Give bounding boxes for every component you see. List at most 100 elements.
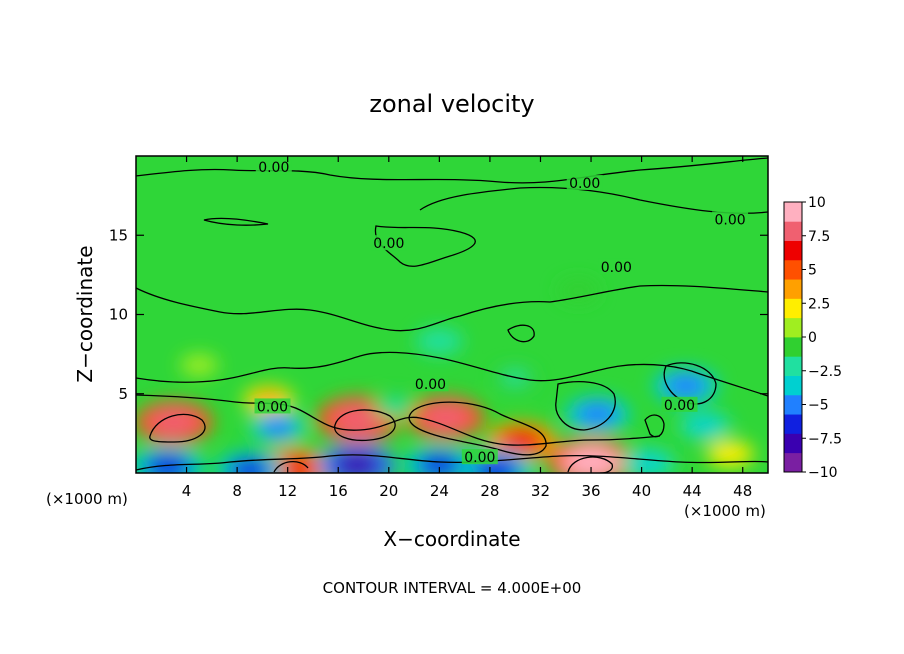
colorbar-swatch <box>784 337 802 357</box>
velocity-anomaly <box>562 446 620 473</box>
velocity-anomaly <box>714 445 746 463</box>
contour-label-bg <box>254 398 291 414</box>
contour-line <box>273 461 309 473</box>
colorbar-label: 5 <box>808 263 817 279</box>
contour-label: 0.00 <box>569 176 600 192</box>
velocity-anomaly <box>423 332 455 351</box>
contour-line <box>334 409 396 442</box>
colorbar-label: 0 <box>808 330 817 346</box>
contour-label: 0.00 <box>257 399 288 415</box>
x-tick-label: 40 <box>632 482 651 500</box>
velocity-anomaly <box>143 453 192 473</box>
contour-label-bg <box>598 258 635 274</box>
x-tick-label: 16 <box>329 482 348 500</box>
velocity-anomaly <box>332 451 383 473</box>
contour-label: 0.00 <box>415 377 446 393</box>
contour-line <box>136 454 768 471</box>
contour-line <box>203 217 269 226</box>
colorbar-label: −2.5 <box>808 364 842 380</box>
contour-label-bg <box>461 449 498 465</box>
velocity-anomaly <box>664 374 708 398</box>
colorbar-swatch <box>784 240 802 261</box>
contour-label-bg <box>712 211 749 227</box>
contour-line <box>149 413 206 443</box>
colorbar: 10 7.5 5 2.5 0 −2.5 −5 −7.5 −10 <box>783 195 842 481</box>
contour-label-bg <box>370 235 407 251</box>
contour-line <box>136 157 768 184</box>
velocity-anomaly <box>331 404 386 435</box>
x-unit-right: (×1000 m) <box>684 502 766 520</box>
colorbar-swatch <box>784 394 802 415</box>
contour-label-bg <box>412 376 449 392</box>
contour-line <box>644 414 665 438</box>
x-tick-label: 36 <box>581 482 600 500</box>
x-tick-label: 24 <box>430 482 449 500</box>
velocity-anomaly <box>498 428 545 455</box>
y-tick-label: 10 <box>109 306 128 324</box>
colorbar-swatch <box>784 414 802 434</box>
contour-line <box>567 456 614 473</box>
x-tick-label: 20 <box>379 482 398 500</box>
contour-label: 0.00 <box>373 236 404 252</box>
plot-area: 0.00 0.00 0.00 0.00 0.00 0.00 0.00 0.00 0.00 <box>136 156 768 473</box>
colorbar-swatch <box>784 452 802 473</box>
colorbar-swatch <box>784 375 802 396</box>
colorbar-swatch <box>784 356 802 376</box>
contour-line <box>555 381 616 431</box>
colorbar-swatch <box>784 317 802 338</box>
y-axis: 5 10 15 <box>109 226 768 403</box>
contour-label: 0.00 <box>714 212 745 228</box>
velocity-anomaly <box>565 283 592 298</box>
x-tick-label: 48 <box>733 482 752 500</box>
contour-label-layer: 0.00 0.00 0.00 0.00 0.00 0.00 0.00 0.00 0.00 <box>254 159 749 466</box>
velocity-anomaly <box>258 416 297 438</box>
colorbar-label: −5 <box>808 398 829 414</box>
contour-label: 0.00 <box>601 260 632 276</box>
colorbar-swatch <box>784 298 802 319</box>
colorbar-swatch <box>784 202 802 222</box>
contour-label: 0.00 <box>258 160 289 176</box>
velocity-anomaly <box>576 402 619 427</box>
chart-title: zonal velocity <box>369 90 534 118</box>
contour-label: 0.00 <box>664 398 695 414</box>
x-tick-label: 12 <box>278 482 297 500</box>
x-tick-label: 4 <box>182 482 192 500</box>
x-unit-left: (×1000 m) <box>46 490 128 508</box>
colorbar-label: 7.5 <box>808 229 830 245</box>
velocity-anomaly <box>687 415 723 436</box>
velocity-anomaly <box>416 452 463 473</box>
y-tick-label: 15 <box>109 226 128 244</box>
contour-label-bg <box>566 174 603 190</box>
velocity-anomaly <box>148 408 200 437</box>
colorbar-swatch <box>784 259 802 280</box>
contour-line <box>136 394 661 446</box>
contour-line <box>374 225 476 267</box>
contour-line <box>507 324 535 343</box>
x-tick-label: 28 <box>480 482 499 500</box>
contour-label: 0.00 <box>464 450 495 466</box>
contour-line <box>136 351 768 397</box>
y-axis-label: Z−coordinate <box>73 245 97 382</box>
contour-line <box>136 284 768 332</box>
contour-line <box>408 401 547 456</box>
zero-contours <box>136 157 768 473</box>
velocity-anomaly <box>380 398 410 415</box>
x-tick-label: 44 <box>683 482 702 500</box>
colorbar-label: 10 <box>808 195 826 211</box>
contour-line <box>419 186 768 214</box>
velocity-anomaly <box>420 403 471 432</box>
x-axis-label: X−coordinate <box>383 527 520 551</box>
contour-interval-note: CONTOUR INTERVAL = 4.000E+00 <box>323 579 582 597</box>
colorbar-label: 2.5 <box>808 296 830 312</box>
contour-label-bg <box>255 159 292 175</box>
y-tick-label: 5 <box>118 385 128 403</box>
x-tick-label: 32 <box>531 482 550 500</box>
contour-label-bg <box>661 396 698 412</box>
colorbar-label: −10 <box>808 465 838 481</box>
velocity-anomaly <box>186 358 212 373</box>
colorbar-label: −7.5 <box>808 431 842 447</box>
velocity-anomaly <box>629 453 667 473</box>
colorbar-swatch <box>784 221 802 241</box>
contour-line <box>663 362 717 405</box>
